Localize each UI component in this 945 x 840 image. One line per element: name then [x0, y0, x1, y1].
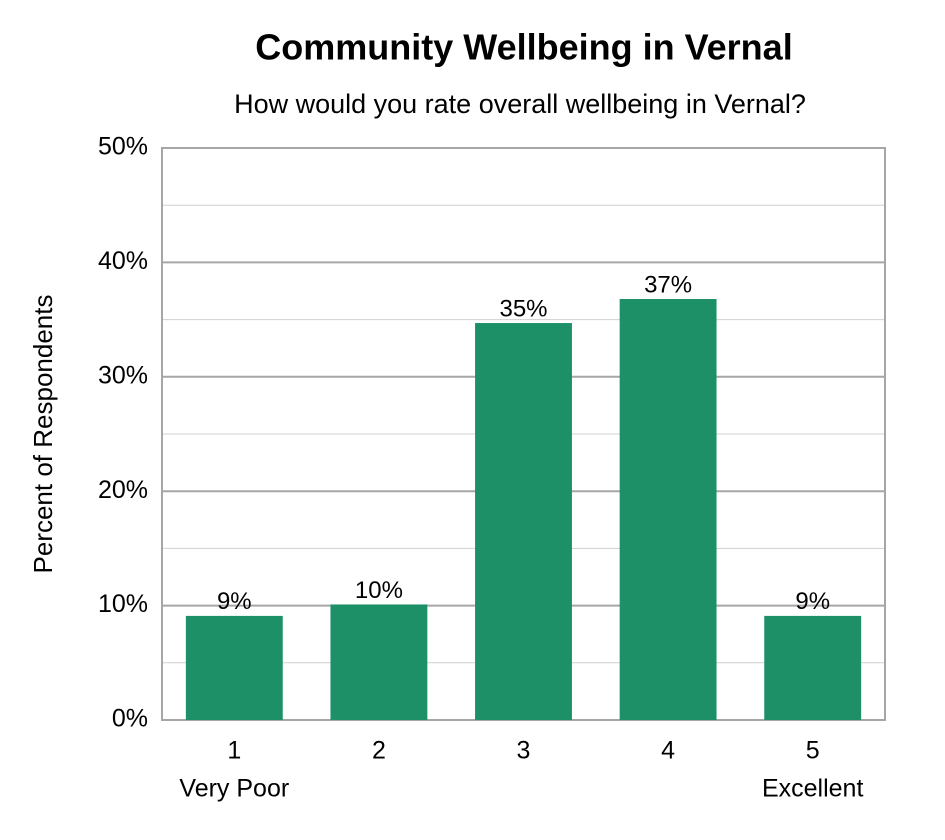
y-tick-label: 0% — [112, 705, 148, 733]
x-tick-sublabel: Excellent — [762, 775, 863, 803]
value-label: 9% — [795, 588, 830, 615]
x-tick-label: 1 — [227, 737, 241, 765]
value-label: 9% — [217, 588, 252, 615]
x-tick-label: 3 — [517, 737, 531, 765]
y-tick-label: 30% — [98, 361, 148, 389]
y-axis-label: Percent of Respondents — [28, 295, 58, 574]
chart-subtitle: How would you rate overall wellbeing in … — [234, 89, 806, 119]
y-tick-label: 20% — [98, 476, 148, 504]
bar — [330, 604, 428, 720]
bar — [619, 299, 717, 720]
value-label: 10% — [355, 577, 403, 604]
bar — [764, 615, 862, 720]
bar — [475, 323, 572, 720]
y-tick-label: 50% — [98, 133, 148, 161]
x-tick-sublabel: Very Poor — [179, 775, 289, 803]
value-label: 37% — [644, 271, 692, 298]
value-label: 35% — [499, 295, 547, 322]
x-tick-label: 2 — [372, 737, 386, 765]
chart-title: Community Wellbeing in Vernal — [255, 27, 792, 68]
bar — [185, 615, 283, 720]
y-tick-label: 40% — [98, 247, 148, 275]
x-tick-label: 5 — [806, 737, 820, 765]
x-tick-label: 4 — [661, 737, 675, 765]
y-tick-label: 10% — [98, 590, 148, 618]
